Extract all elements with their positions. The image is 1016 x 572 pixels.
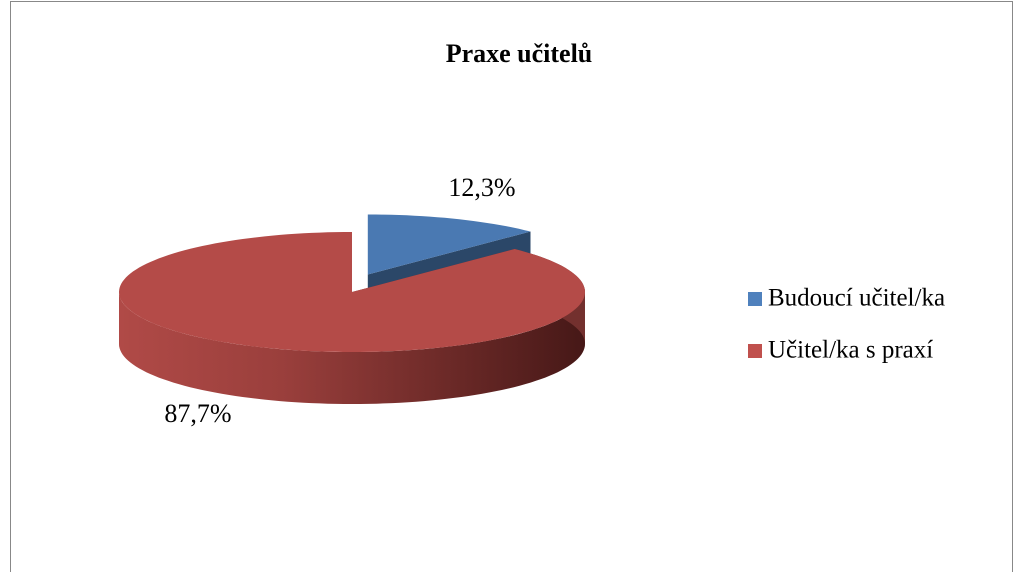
legend-label: Učitel/ka s praxí — [768, 337, 933, 364]
legend-swatch — [748, 292, 762, 306]
legend-label: Budoucí učitel/ka — [768, 285, 945, 312]
slice — [119, 232, 585, 352]
legend-swatch — [748, 344, 762, 358]
slice — [367, 214, 531, 275]
data-label: 87,7% — [164, 399, 231, 428]
chart-title: Praxe učitelů — [446, 39, 593, 68]
pie: 12,3% 87,7% — [119, 173, 585, 428]
data-label: 12,3% — [448, 173, 515, 202]
legend: Budoucí učitel/ka Učitel/ka s praxí — [748, 285, 945, 364]
slice-wall — [119, 292, 585, 404]
